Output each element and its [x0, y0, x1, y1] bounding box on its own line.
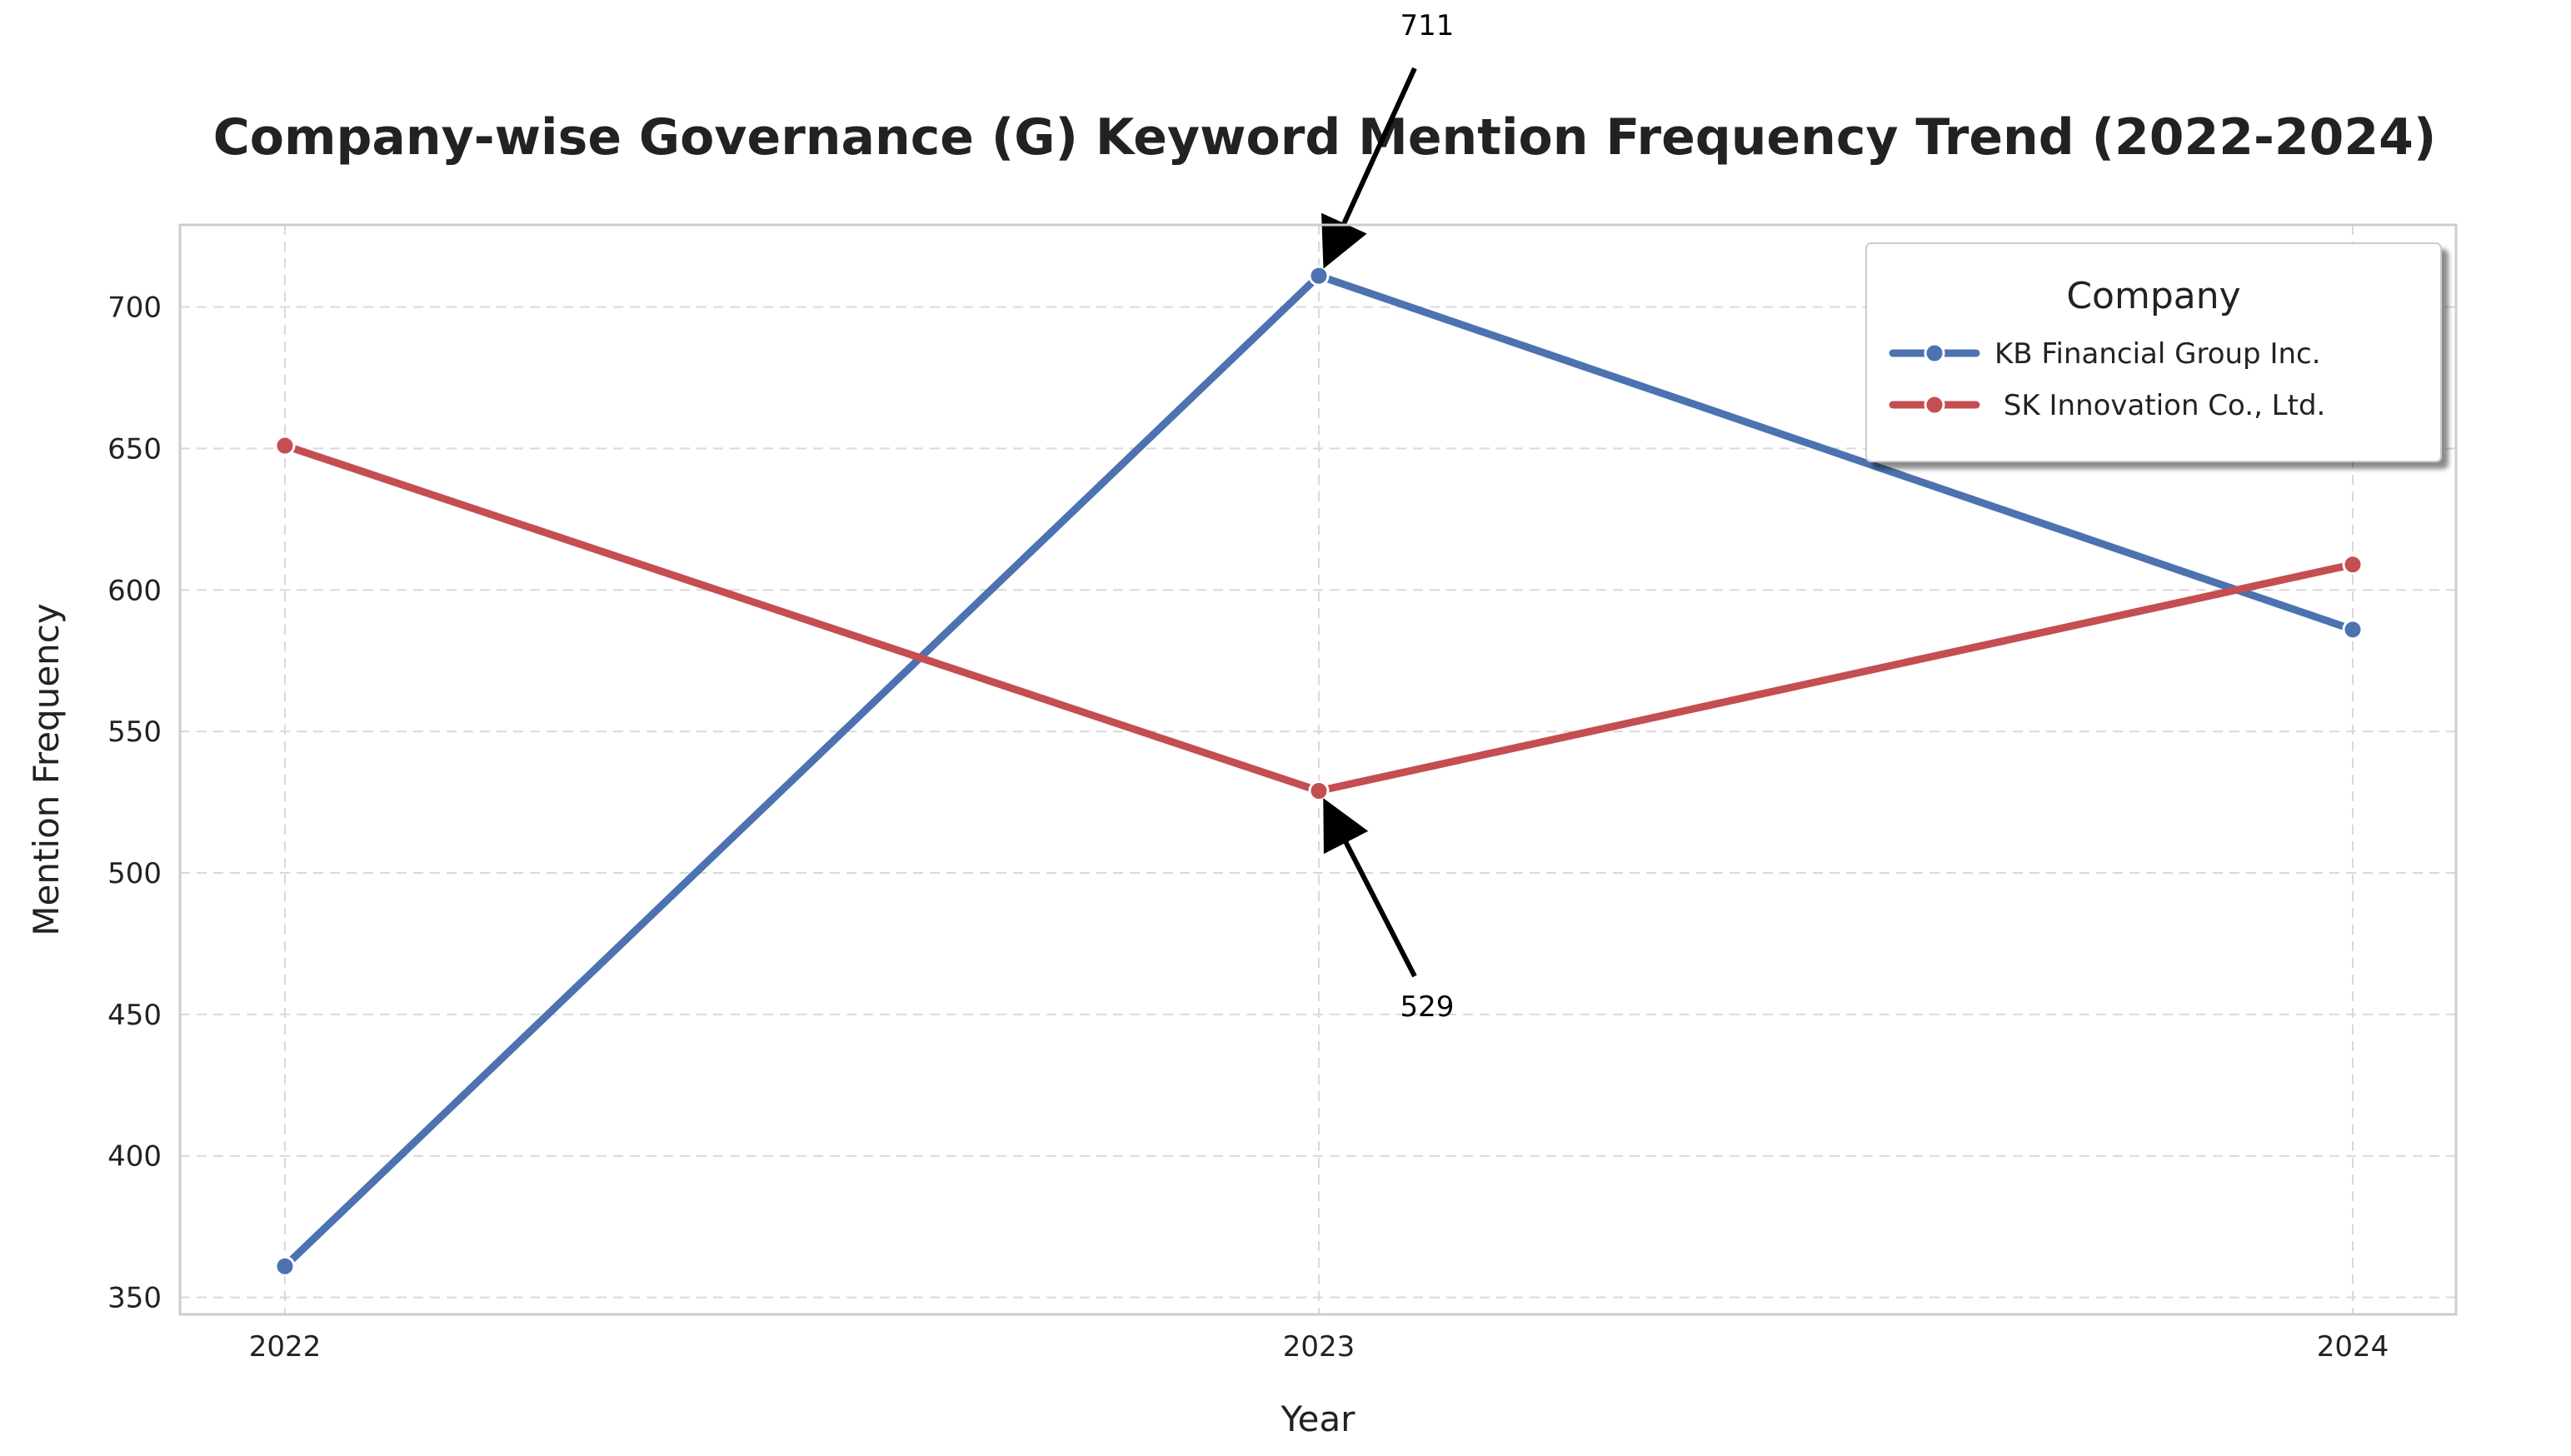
annotation-label: 711 — [1400, 9, 1455, 42]
data-point — [274, 435, 296, 456]
legend-marker — [1924, 342, 1945, 364]
series-layer — [274, 265, 2364, 1277]
annotations: 711 529 — [1321, 9, 1455, 1024]
y-tick-label: 400 — [107, 1140, 162, 1174]
grid — [180, 225, 2456, 1314]
y-tick-label: 550 — [107, 716, 162, 749]
x-tick-label: 2023 — [1283, 1330, 1355, 1364]
annotation-arrow — [1323, 798, 1417, 978]
y-tick-label: 650 — [107, 432, 162, 466]
x-tick-label: 2024 — [2317, 1330, 2389, 1364]
data-point — [2342, 619, 2364, 641]
legend-item: KB Financial Group Inc. — [1889, 337, 2321, 371]
y-axis-label: Mention Frequency — [26, 603, 67, 935]
x-tick-label: 2022 — [249, 1330, 322, 1364]
legend-marker — [1924, 394, 1945, 416]
y-tick-label: 350 — [107, 1282, 162, 1315]
y-tick-label: 600 — [107, 574, 162, 607]
annotation-label: 529 — [1400, 990, 1455, 1024]
series-kb-financial — [274, 265, 2364, 1277]
y-tick-label: 700 — [107, 292, 162, 325]
legend-box — [1865, 242, 2442, 462]
y-tick-label: 500 — [107, 857, 162, 890]
plot-frame — [178, 223, 2458, 1316]
data-point — [1308, 265, 1330, 287]
legend-item: SK Innovation Co., Ltd. — [1889, 389, 2325, 422]
y-tick-labels: 350 400 450 500 550 600 650 700 — [107, 292, 162, 1315]
legend-label: SK Innovation Co., Ltd. — [1994, 389, 2325, 422]
x-tick-labels: 2022 2023 2024 — [249, 1330, 2389, 1364]
data-point — [1308, 780, 1330, 801]
legend-label: KB Financial Group Inc. — [1994, 337, 2321, 371]
legend: Company KB Financial Group Inc. SK Innov… — [1865, 242, 2442, 462]
data-point — [2342, 554, 2364, 576]
annotation-arrow — [1321, 67, 1417, 269]
x-axis-label: Year — [1281, 1399, 1356, 1439]
y-tick-label: 450 — [107, 999, 162, 1032]
chart-title: Company-wise Governance (G) Keyword Ment… — [213, 108, 2437, 167]
legend-title: Company — [2066, 275, 2240, 317]
series-sk-innovation — [274, 435, 2364, 801]
data-point — [274, 1255, 296, 1277]
